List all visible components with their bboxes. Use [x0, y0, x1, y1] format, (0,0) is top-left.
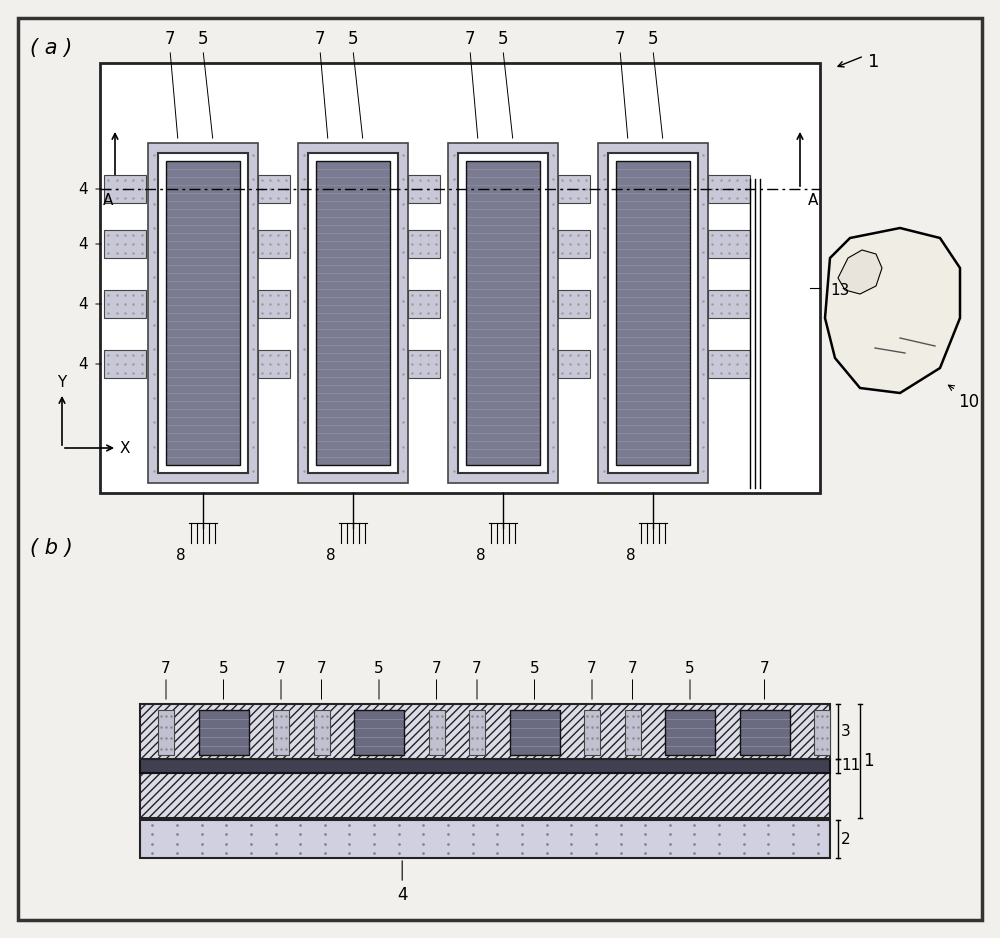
Bar: [665, 710, 715, 755]
Text: 8: 8: [626, 548, 636, 563]
Text: 8: 8: [326, 548, 336, 563]
Text: 5: 5: [198, 30, 208, 48]
Bar: [316, 161, 390, 465]
Text: 7: 7: [432, 661, 441, 676]
Text: 5: 5: [374, 661, 384, 676]
Bar: [140, 773, 830, 818]
Bar: [166, 161, 240, 465]
Bar: [740, 710, 790, 755]
Bar: [258, 290, 290, 318]
Text: 4: 4: [78, 296, 88, 311]
Bar: [408, 175, 440, 203]
Text: 5: 5: [530, 661, 539, 676]
Text: 8: 8: [476, 548, 486, 563]
Bar: [466, 161, 540, 465]
Polygon shape: [825, 228, 960, 393]
Text: 5: 5: [348, 30, 358, 48]
Bar: [140, 759, 830, 773]
Bar: [708, 230, 750, 258]
Text: 7: 7: [276, 661, 286, 676]
Bar: [408, 290, 440, 318]
Bar: [298, 143, 408, 483]
Text: 3: 3: [841, 724, 851, 739]
Bar: [608, 153, 698, 473]
Text: 10: 10: [958, 393, 979, 411]
Text: 5: 5: [685, 661, 695, 676]
Text: 7: 7: [315, 30, 325, 48]
Bar: [814, 710, 830, 755]
Bar: [314, 710, 330, 755]
Text: ( a ): ( a ): [30, 38, 72, 58]
Text: 1: 1: [863, 752, 874, 770]
Text: 4: 4: [397, 886, 407, 904]
Text: 2: 2: [841, 831, 851, 846]
Bar: [140, 704, 830, 759]
Text: 13: 13: [830, 282, 849, 297]
Bar: [104, 350, 146, 378]
Bar: [558, 175, 590, 203]
Text: 4: 4: [78, 356, 88, 371]
Bar: [104, 230, 146, 258]
Bar: [354, 710, 404, 755]
Bar: [308, 153, 398, 473]
Text: 8: 8: [176, 548, 186, 563]
Bar: [469, 710, 485, 755]
Bar: [428, 710, 444, 755]
Bar: [458, 153, 548, 473]
Text: 7: 7: [165, 30, 175, 48]
Text: 7: 7: [472, 661, 482, 676]
Bar: [558, 290, 590, 318]
Bar: [158, 710, 174, 755]
Bar: [708, 290, 750, 318]
Text: X: X: [120, 441, 130, 456]
Bar: [408, 350, 440, 378]
Text: A: A: [103, 193, 113, 208]
Bar: [448, 143, 558, 483]
Text: ( b ): ( b ): [30, 538, 73, 558]
Bar: [558, 350, 590, 378]
Polygon shape: [838, 250, 882, 294]
Bar: [408, 230, 440, 258]
Text: 4: 4: [78, 181, 88, 196]
Bar: [624, 710, 640, 755]
Text: 7: 7: [615, 30, 625, 48]
Text: 1: 1: [868, 53, 879, 71]
Bar: [584, 710, 600, 755]
Bar: [158, 153, 248, 473]
Bar: [258, 175, 290, 203]
Text: 7: 7: [465, 30, 475, 48]
Text: 7: 7: [317, 661, 326, 676]
Text: 7: 7: [161, 661, 171, 676]
Text: 4: 4: [78, 236, 88, 251]
Bar: [198, 710, 248, 755]
Bar: [104, 175, 146, 203]
Text: 5: 5: [498, 30, 508, 48]
Text: Y: Y: [57, 375, 67, 390]
Bar: [258, 350, 290, 378]
Bar: [510, 710, 560, 755]
Text: 5: 5: [648, 30, 658, 48]
Text: 7: 7: [628, 661, 637, 676]
Bar: [258, 230, 290, 258]
Text: 7: 7: [760, 661, 769, 676]
Text: 11: 11: [841, 759, 860, 774]
Bar: [616, 161, 690, 465]
Bar: [273, 710, 289, 755]
Bar: [708, 175, 750, 203]
Bar: [140, 820, 830, 858]
Bar: [598, 143, 708, 483]
Text: A: A: [808, 193, 818, 208]
Bar: [100, 63, 820, 493]
Bar: [104, 290, 146, 318]
Bar: [558, 230, 590, 258]
Text: 5: 5: [219, 661, 228, 676]
Bar: [708, 350, 750, 378]
Text: 7: 7: [587, 661, 597, 676]
Bar: [148, 143, 258, 483]
